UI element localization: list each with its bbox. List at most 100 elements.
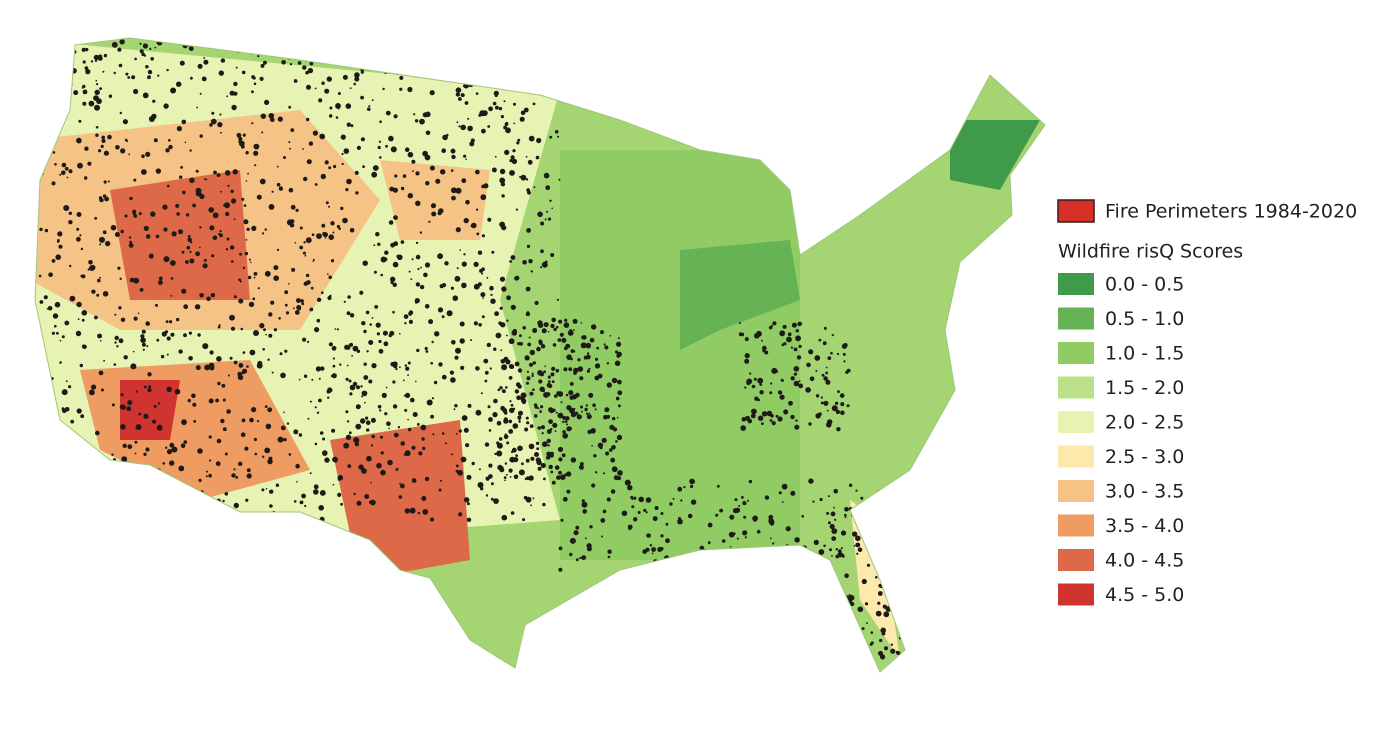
- fire-dot: [651, 552, 654, 555]
- fire-dot: [41, 57, 46, 63]
- fire-dot: [560, 474, 566, 481]
- fire-dot: [309, 61, 314, 66]
- fire-dot: [399, 366, 401, 369]
- fire-dot: [879, 493, 885, 500]
- fire-dot: [387, 459, 393, 466]
- fire-dot: [48, 146, 53, 151]
- legend-title: Wildfire risQ Scores: [1058, 241, 1243, 263]
- fire-dot: [506, 441, 510, 445]
- fire-dot: [540, 462, 546, 469]
- fire-dot: [455, 92, 461, 97]
- fire-dot: [415, 241, 419, 245]
- fire-dot: [855, 651, 861, 657]
- fire-dot: [580, 462, 584, 466]
- fire-dot: [271, 49, 275, 53]
- fire-dot: [134, 57, 137, 61]
- fire-dot: [371, 171, 378, 178]
- fire-dot: [806, 362, 811, 368]
- fire-dot: [840, 530, 847, 536]
- fire-dot: [38, 438, 44, 444]
- fire-dot: [736, 511, 738, 513]
- fire-dot: [324, 457, 330, 463]
- fire-dot: [835, 409, 841, 415]
- fire-dot: [844, 573, 849, 578]
- fire-dot: [565, 343, 571, 349]
- fire-dot: [336, 328, 339, 331]
- fire-dot: [257, 55, 260, 58]
- fire-dot: [537, 211, 543, 218]
- fire-dot: [157, 74, 160, 77]
- fire-dot: [238, 363, 244, 368]
- fire-dot: [251, 407, 257, 413]
- fire-dot: [614, 360, 621, 367]
- fire-dot: [400, 483, 405, 489]
- fire-dot: [365, 420, 371, 426]
- fire-dot: [156, 39, 163, 46]
- fire-dot: [233, 218, 236, 221]
- fire-dot: [467, 117, 470, 120]
- legend-swatch: [1058, 273, 1094, 295]
- fire-dot: [699, 545, 705, 551]
- fire-dot: [235, 476, 239, 479]
- fire-dot: [534, 73, 538, 77]
- fire-dot: [536, 447, 540, 451]
- fire-dot: [680, 499, 683, 502]
- fire-dot: [166, 386, 172, 392]
- fire-dot: [477, 250, 483, 255]
- fire-dot: [420, 266, 422, 269]
- fire-dot: [506, 67, 512, 73]
- fire-dot: [129, 469, 135, 475]
- fire-dot: [772, 542, 775, 545]
- fire-dot: [322, 437, 326, 441]
- fire-dot: [509, 170, 515, 176]
- fire-dot: [563, 322, 570, 328]
- fire-dot: [875, 576, 878, 579]
- fire-dot: [606, 497, 611, 502]
- fire-dot: [517, 415, 522, 420]
- fire-dot: [375, 232, 380, 237]
- fire-dot: [142, 348, 145, 351]
- fire-dot: [458, 125, 461, 128]
- fire-dot: [288, 187, 294, 193]
- fire-dot: [59, 432, 64, 436]
- fire-dot: [498, 106, 503, 111]
- fire-dot: [346, 364, 349, 367]
- fire-dot: [740, 425, 746, 431]
- fire-dot: [463, 217, 469, 224]
- fire-dot: [825, 379, 831, 385]
- fire-dot: [51, 181, 56, 186]
- fire-dot: [241, 70, 246, 75]
- fire-dot: [321, 223, 326, 228]
- fire-dot: [455, 187, 462, 194]
- fire-dot: [612, 416, 616, 421]
- fire-dot: [513, 85, 518, 91]
- fire-dot: [360, 95, 364, 100]
- fire-dot: [217, 122, 223, 128]
- fire-dot: [218, 232, 221, 236]
- legend-swatch: [1058, 376, 1094, 399]
- fire-dot: [45, 57, 50, 62]
- fire-dot: [558, 319, 563, 324]
- fire-dot: [221, 383, 226, 388]
- fire-label: Fire Perimeters 1984-2020: [1105, 201, 1357, 223]
- fire-dot: [128, 153, 131, 156]
- fire-dot: [546, 455, 551, 460]
- fire-dot: [76, 227, 80, 231]
- fire-dot: [208, 398, 214, 404]
- fire-dot: [380, 273, 384, 277]
- fire-dot: [537, 407, 540, 410]
- fire-dot: [264, 447, 271, 454]
- fire-dot: [419, 231, 423, 234]
- fire-dot: [517, 368, 523, 373]
- fire-dot: [152, 99, 156, 103]
- fire-dot: [486, 276, 489, 279]
- fire-dot: [525, 156, 528, 158]
- fire-dot: [554, 394, 558, 398]
- fire-dot: [377, 242, 381, 246]
- fire-dot: [510, 511, 515, 515]
- fire-dot: [550, 323, 555, 329]
- fire-dot: [556, 391, 561, 396]
- fire-dot: [380, 256, 387, 263]
- fire-dot: [823, 376, 828, 381]
- fire-dot: [80, 274, 84, 278]
